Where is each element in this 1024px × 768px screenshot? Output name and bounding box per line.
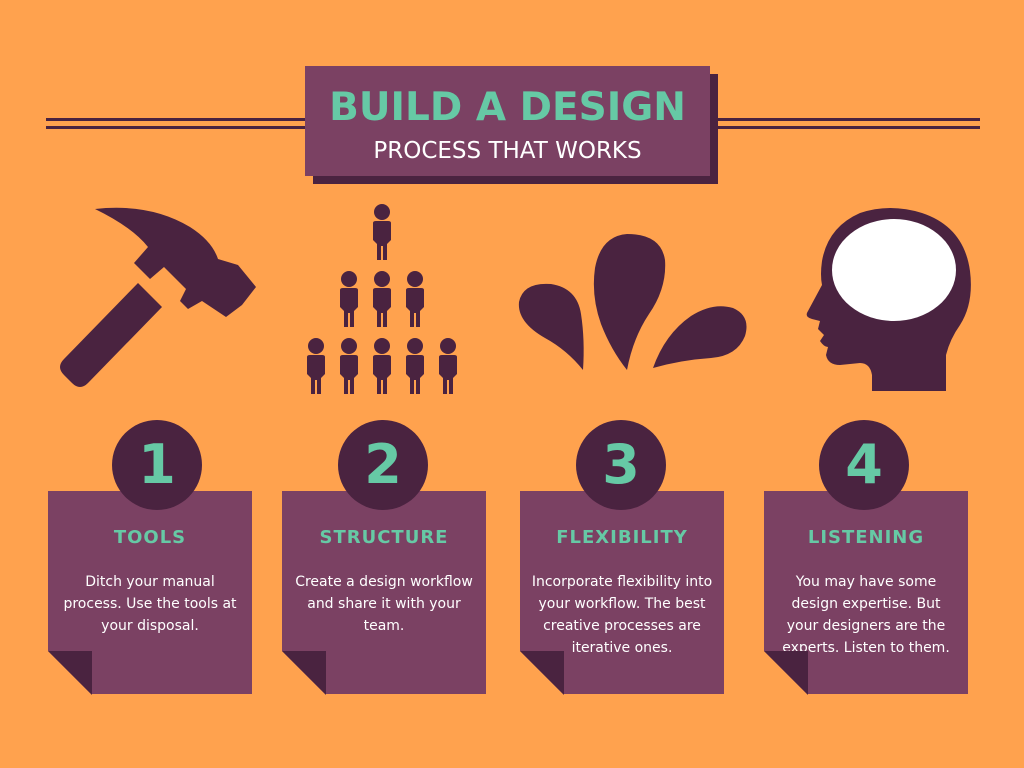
step-number-badge-2: 2 — [338, 420, 428, 510]
splash-icon — [518, 234, 747, 370]
step-description: Incorporate flexibility into your workfl… — [531, 574, 713, 656]
card-fold-corner-2 — [282, 651, 326, 695]
card-fold-corner-3 — [520, 651, 564, 695]
step-title: FLEXIBILITY — [556, 527, 688, 548]
head-icon — [806, 208, 971, 391]
step-number: 4 — [845, 433, 883, 496]
card-fold-corner-4 — [764, 651, 808, 695]
page-title: BUILD A DESIGN — [329, 85, 686, 130]
step-card-3: FLEXIBILITY Incorporate flexibility into… — [518, 491, 724, 696]
step-title: STRUCTURE — [319, 527, 449, 548]
step-description: Ditch your manual process. Use the tools… — [63, 574, 237, 634]
step-card-1: TOOLS Ditch your manual process. Use the… — [46, 491, 252, 696]
header-line-left-bottom — [46, 126, 308, 129]
hammer-icon — [60, 207, 256, 387]
step-number: 3 — [602, 433, 640, 496]
header-line-right-bottom — [716, 126, 980, 129]
step-number-badge-1: 1 — [112, 420, 202, 510]
title-box: BUILD A DESIGN PROCESS THAT WORKS — [305, 66, 710, 176]
step-title: TOOLS — [113, 527, 187, 548]
step-title: LISTENING — [807, 527, 925, 548]
header-line-left-top — [46, 118, 308, 121]
step-number: 2 — [364, 433, 402, 496]
step-number-badge-4: 4 — [819, 420, 909, 510]
step-description: You may have some design expertise. But … — [782, 574, 950, 656]
page-subtitle: PROCESS THAT WORKS — [373, 138, 642, 164]
people-pyramid-icon — [307, 204, 457, 394]
step-number-badge-3: 3 — [576, 420, 666, 510]
step-number: 1 — [138, 433, 176, 496]
header-line-right-top — [716, 118, 980, 121]
step-description: Create a design workflow and share it wi… — [295, 574, 473, 634]
card-fold-corner-1 — [48, 651, 92, 695]
